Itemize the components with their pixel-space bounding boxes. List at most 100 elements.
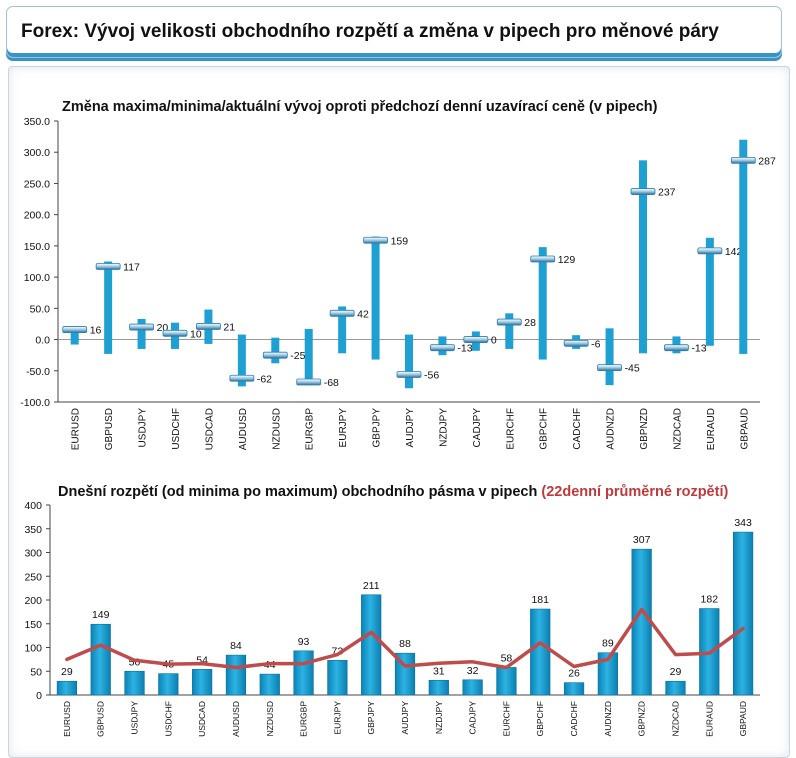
x-tick-label: EURAUD bbox=[706, 408, 717, 450]
spread-bar bbox=[428, 679, 449, 696]
value-label: 50 bbox=[129, 656, 141, 668]
value-label: 84 bbox=[230, 640, 242, 652]
value-label: 10 bbox=[190, 328, 202, 340]
value-label: 117 bbox=[123, 261, 140, 273]
value-label: -13 bbox=[691, 343, 706, 355]
y-tick-label: 50.0 bbox=[30, 303, 51, 315]
x-tick-label: GBPJPY bbox=[366, 701, 376, 735]
range-bar bbox=[338, 306, 347, 354]
x-tick-label: EURGBP bbox=[299, 701, 309, 737]
spread-bar bbox=[394, 652, 416, 696]
value-label: 28 bbox=[524, 317, 536, 329]
x-tick-label: CADCHF bbox=[569, 701, 579, 736]
spread-bar bbox=[124, 670, 145, 696]
y-tick-label: 400 bbox=[24, 500, 42, 512]
spread-bar bbox=[665, 680, 686, 696]
value-label: 89 bbox=[602, 638, 614, 650]
value-label: -25 bbox=[290, 350, 305, 362]
current-marker bbox=[262, 351, 288, 359]
current-marker bbox=[530, 255, 556, 263]
range-bar bbox=[70, 327, 79, 345]
value-label: 32 bbox=[467, 665, 479, 677]
spread-bar bbox=[462, 679, 483, 696]
current-marker bbox=[363, 236, 388, 244]
range-bar bbox=[538, 247, 547, 360]
value-label: 88 bbox=[399, 638, 411, 650]
current-marker bbox=[329, 309, 355, 317]
x-tick-label: NZDCAD bbox=[670, 701, 680, 736]
value-label: 287 bbox=[758, 155, 776, 167]
x-tick-label: CADJPY bbox=[472, 408, 483, 448]
range-bar bbox=[237, 334, 246, 387]
y-tick-label: -100.0 bbox=[20, 397, 50, 409]
spread-bar bbox=[361, 594, 382, 696]
spread-bar bbox=[225, 654, 247, 696]
y-tick-label: 150 bbox=[24, 619, 42, 631]
y-tick-label: 50 bbox=[30, 666, 42, 678]
current-marker bbox=[496, 318, 522, 326]
value-label: 182 bbox=[701, 594, 719, 606]
x-tick-label: EURCHF bbox=[505, 408, 516, 450]
current-marker bbox=[62, 326, 88, 333]
spread-bar bbox=[158, 673, 179, 696]
x-tick-label: GBPAUD bbox=[738, 701, 748, 736]
current-marker bbox=[630, 188, 656, 195]
x-tick-label: GBPNZD bbox=[639, 408, 650, 450]
current-marker bbox=[430, 344, 455, 352]
x-tick-label: USDCHF bbox=[171, 408, 182, 450]
x-tick-label: EURJPY bbox=[332, 701, 342, 735]
chart2-title: Dnešní rozpětí (od minima po maximum) ob… bbox=[58, 484, 728, 500]
y-tick-label: 100 bbox=[24, 643, 42, 655]
spread-bar bbox=[192, 669, 213, 696]
current-marker bbox=[597, 364, 622, 372]
range-bar bbox=[705, 237, 714, 346]
y-tick-label: 250 bbox=[24, 571, 42, 583]
spread-chart: 400 350 300 250 200 150 100 50 0 29 EURUSD 149 GBPUS… bbox=[24, 500, 760, 737]
current-marker bbox=[664, 344, 689, 352]
y-tick-label: 200 bbox=[24, 595, 42, 607]
y-tick-label: 100.0 bbox=[24, 272, 50, 284]
x-tick-label: NZDUSD bbox=[265, 701, 275, 736]
range-bar bbox=[104, 261, 113, 354]
chart2-title-note: (22denní průměrné rozpětí) bbox=[541, 484, 729, 500]
value-label: -56 bbox=[424, 370, 439, 382]
x-tick-label: GBPCHF bbox=[535, 701, 545, 736]
range-bar bbox=[605, 328, 614, 386]
spread-bar bbox=[259, 673, 280, 696]
spread-bar bbox=[327, 660, 348, 696]
value-label: 159 bbox=[391, 235, 409, 247]
range-bar bbox=[739, 139, 748, 354]
x-tick-label: EURUSD bbox=[62, 701, 72, 737]
x-tick-label: AUDUSD bbox=[231, 701, 241, 737]
value-label: 211 bbox=[363, 580, 380, 592]
value-label: 181 bbox=[531, 594, 549, 606]
current-marker bbox=[162, 329, 188, 337]
x-tick-label: GBPUSD bbox=[104, 408, 115, 450]
current-marker bbox=[296, 378, 322, 386]
value-label: 54 bbox=[196, 654, 208, 666]
range-bar bbox=[405, 334, 413, 389]
value-label: 237 bbox=[658, 187, 676, 199]
spread-bar bbox=[56, 680, 78, 696]
x-tick-label: USDJPY bbox=[138, 408, 149, 448]
range-bar bbox=[639, 160, 647, 354]
range-bar bbox=[137, 318, 146, 349]
x-tick-label: CADCHF bbox=[572, 408, 583, 450]
current-marker bbox=[697, 247, 723, 255]
current-marker bbox=[196, 323, 221, 330]
x-tick-label: GBPUSD bbox=[96, 701, 106, 737]
value-label: 16 bbox=[90, 325, 102, 337]
current-marker bbox=[229, 374, 255, 382]
average-line bbox=[65, 607, 745, 670]
y-tick-label: 300.0 bbox=[24, 147, 50, 159]
range-bar bbox=[505, 313, 514, 349]
x-tick-label: EURAUD bbox=[704, 701, 714, 737]
spread-bar bbox=[732, 531, 754, 696]
y-tick-label: 300 bbox=[24, 548, 42, 560]
chart1-title: Změna maxima/minima/aktuální vývoj oprot… bbox=[62, 99, 658, 115]
range-bar bbox=[271, 337, 280, 364]
value-label: 29 bbox=[670, 666, 682, 678]
value-label: 129 bbox=[558, 254, 576, 266]
x-tick-label: EURGBP bbox=[305, 408, 316, 451]
x-tick-label: EURJPY bbox=[338, 408, 349, 448]
